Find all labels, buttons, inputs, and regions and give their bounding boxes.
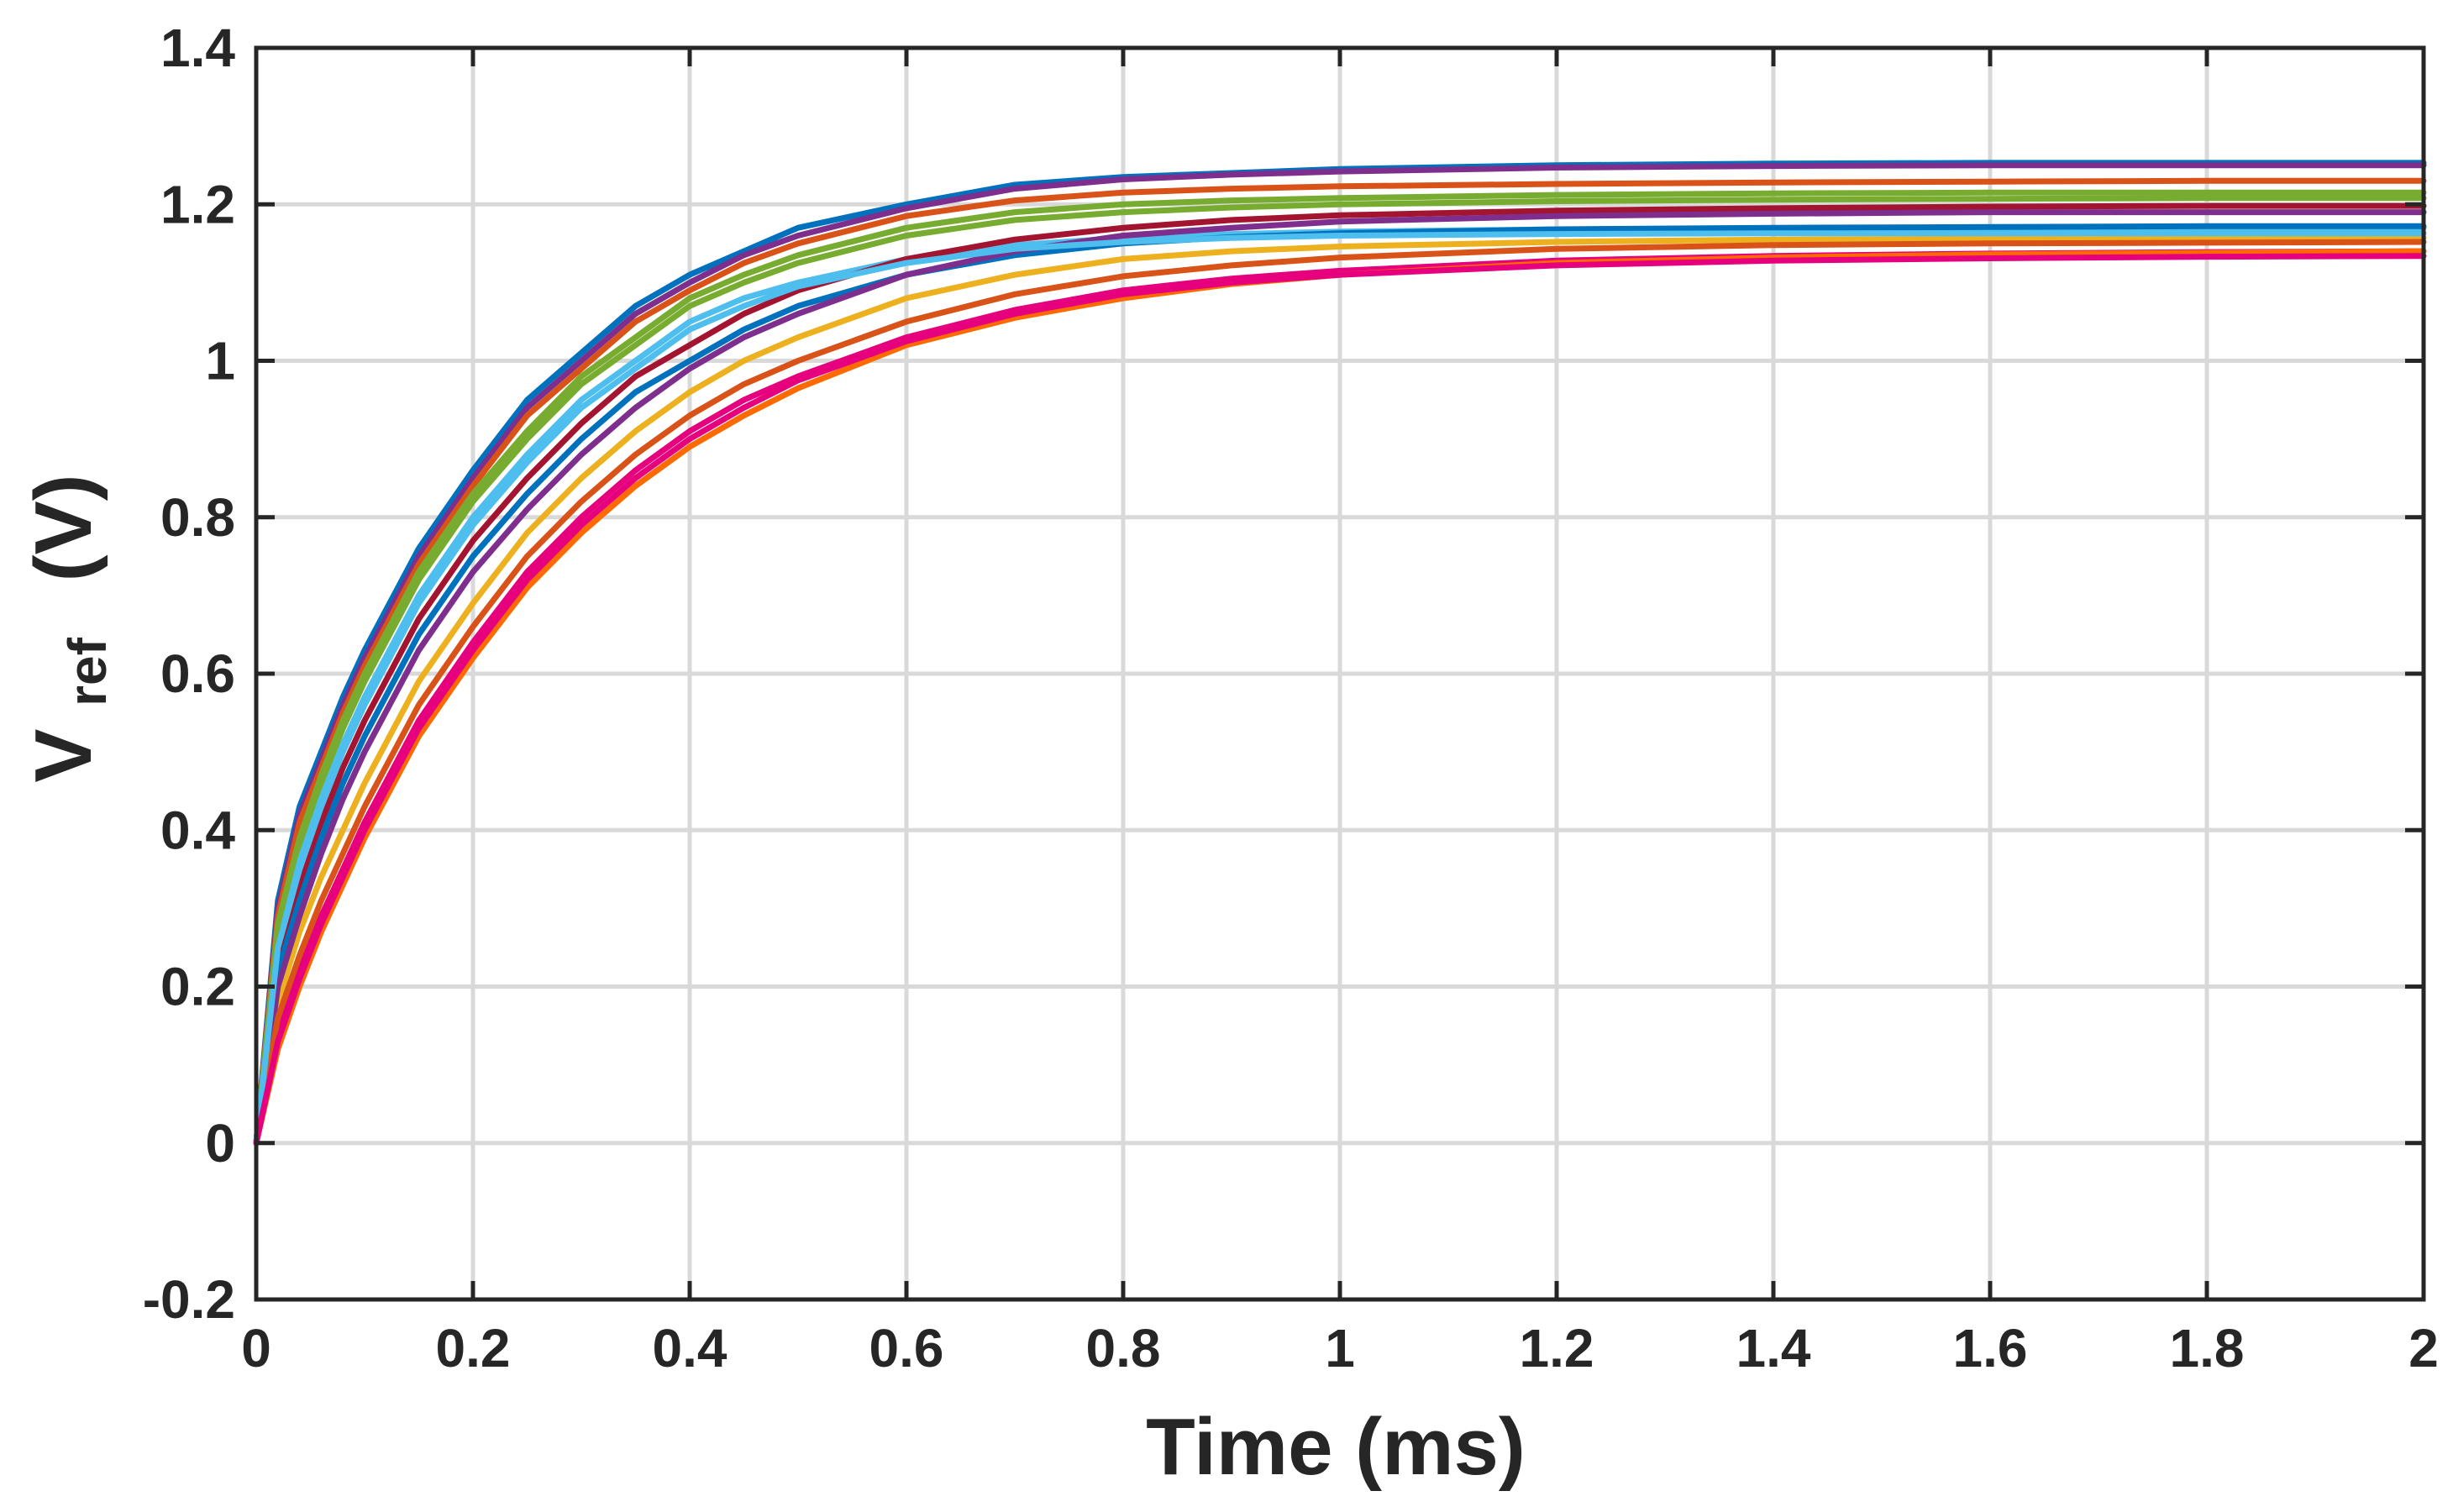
x-tick-label: 0.4 bbox=[653, 1318, 727, 1378]
y-tick-label: 1 bbox=[205, 331, 235, 391]
y-tick-label: 1.2 bbox=[160, 174, 235, 234]
x-tick-label: 2 bbox=[2408, 1318, 2439, 1378]
series-line-14 bbox=[253, 230, 2427, 1147]
y-axis-title-unit: (V) bbox=[18, 474, 108, 581]
x-tick-label: 0 bbox=[241, 1318, 271, 1378]
y-tick-label: 0.2 bbox=[160, 957, 235, 1017]
y-tick-label: 0.8 bbox=[160, 487, 235, 548]
series-line-11 bbox=[253, 209, 2427, 1147]
series-line-10 bbox=[253, 223, 2427, 1147]
y-axis-title: V ref (V) bbox=[18, 474, 123, 782]
series-line-6 bbox=[253, 202, 2427, 1147]
x-tick-label: 0.2 bbox=[436, 1318, 511, 1378]
x-tick-label: 1 bbox=[1325, 1318, 1355, 1378]
x-tick-label: 1.2 bbox=[1520, 1318, 1594, 1378]
x-tick-label: 0.6 bbox=[869, 1318, 944, 1378]
x-axis-title: Time (ms) bbox=[1146, 1402, 1526, 1492]
x-tick-label: 1.6 bbox=[1953, 1318, 2028, 1378]
series-lines bbox=[253, 160, 2427, 1147]
series-line-12 bbox=[253, 239, 2427, 1147]
y-axis-title-main: V bbox=[18, 729, 108, 783]
series-line-7 bbox=[253, 234, 2427, 1147]
axes bbox=[254, 45, 2426, 1302]
y-tick-label: 0.6 bbox=[160, 643, 235, 704]
y-tick-label: 1.4 bbox=[160, 18, 235, 78]
x-tick-label: 1.4 bbox=[1736, 1318, 1811, 1378]
plot-frame bbox=[254, 45, 2426, 1302]
y-tick-label: -0.2 bbox=[143, 1269, 235, 1330]
series-line-15 bbox=[253, 253, 2427, 1147]
x-tick-label: 0.8 bbox=[1086, 1318, 1161, 1378]
y-tick-label: 0 bbox=[205, 1113, 235, 1173]
grid-lines bbox=[256, 48, 2424, 1299]
series-line-13 bbox=[253, 189, 2427, 1147]
x-tick-label: 1.8 bbox=[2170, 1318, 2245, 1378]
y-tick-label: 0.4 bbox=[160, 800, 235, 860]
y-tick-labels: -0.2 0 0.2 0.4 0.6 0.8 1 1.2 1.4 bbox=[143, 18, 236, 1330]
y-axis-title-subscript: ref bbox=[57, 637, 118, 706]
x-tick-labels: 0 0.2 0.4 0.6 0.8 1 1.2 1.4 1.6 1.8 2 bbox=[241, 1318, 2439, 1378]
